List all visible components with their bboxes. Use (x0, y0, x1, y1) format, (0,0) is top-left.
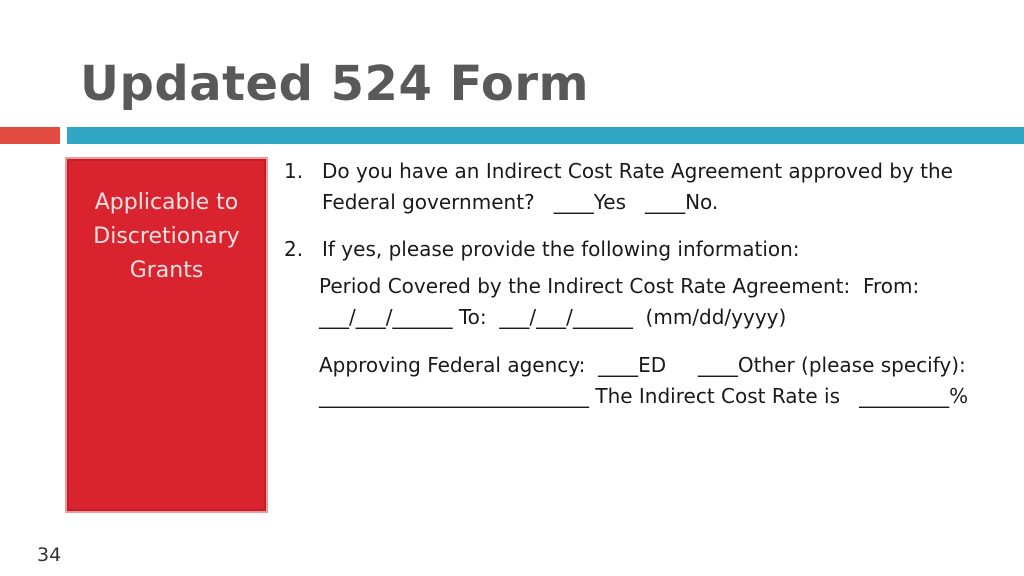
slide-title: Updated 524 Form (80, 56, 590, 112)
page-number: 34 (37, 544, 62, 566)
question-1-number: 1. (284, 159, 304, 183)
form-questions: 1. Do you have an Indirect Cost Rate Agr… (284, 156, 1004, 429)
question-2-text: If yes, please provide the following inf… (322, 237, 800, 261)
question-2: 2. If yes, please provide the following … (284, 234, 1004, 265)
question-1: 1. Do you have an Indirect Cost Rate Agr… (284, 156, 1004, 218)
period-covered-text: Period Covered by the Indirect Cost Rate… (319, 274, 926, 329)
approving-agency-text: Approving Federal agency: ____ED ____Oth… (319, 353, 979, 408)
accent-bar-teal (67, 127, 1024, 144)
accent-bar-red (0, 127, 60, 144)
question-2-number: 2. (284, 237, 304, 261)
applicability-callout-box: Applicable to Discretionary Grants (65, 157, 268, 513)
applicability-callout-text: Applicable to Discretionary Grants (93, 190, 240, 283)
question-1-text: Do you have an Indirect Cost Rate Agreem… (322, 159, 960, 214)
